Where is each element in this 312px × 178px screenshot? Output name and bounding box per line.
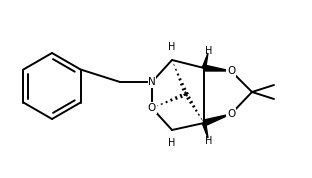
Text: O: O (227, 109, 235, 119)
Polygon shape (203, 114, 231, 126)
Text: N: N (148, 77, 156, 87)
Polygon shape (202, 53, 208, 69)
Polygon shape (204, 65, 231, 71)
Text: O: O (148, 103, 156, 113)
Text: H: H (168, 42, 176, 52)
Text: H: H (168, 138, 176, 148)
Text: H: H (205, 136, 213, 146)
Text: H: H (205, 46, 213, 56)
Text: O: O (227, 66, 235, 76)
Polygon shape (202, 122, 208, 138)
